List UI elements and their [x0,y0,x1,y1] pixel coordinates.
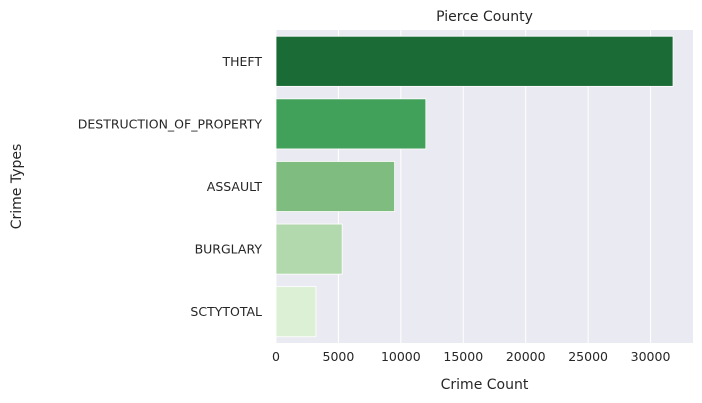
x-tick-label: 5000 [323,349,355,364]
y-tick-label: BURGLARY [195,242,263,257]
y-tick-label: THEFT [221,54,262,69]
x-tick-label: 0 [272,349,280,364]
bar [275,35,674,87]
x-tick-label: 25000 [568,349,608,364]
x-axis-label: Crime Count [441,377,529,393]
y-tick-label: DESTRUCTION_OF_PROPERTY [78,116,263,131]
bar [275,98,427,150]
x-tick-labels: 0 5000 10000 15000 20000 25000 30000 [272,349,670,364]
y-tick-label: SCTYTOTAL [190,304,262,319]
chart-title: Pierce County [436,9,533,25]
x-tick-label: 30000 [631,349,671,364]
bar [275,223,343,275]
y-axis-label: Crime Types [9,144,25,230]
x-tick-label: 15000 [443,349,483,364]
bar [275,161,396,212]
y-tick-labels: THEFT DESTRUCTION_OF_PROPERTY ASSAULT BURGL… [78,54,263,319]
y-tick-label: ASSAULT [207,179,263,194]
x-tick-label: 20000 [506,349,546,364]
x-tick-label: 10000 [381,349,421,364]
bars [275,35,674,338]
bar [275,286,317,338]
